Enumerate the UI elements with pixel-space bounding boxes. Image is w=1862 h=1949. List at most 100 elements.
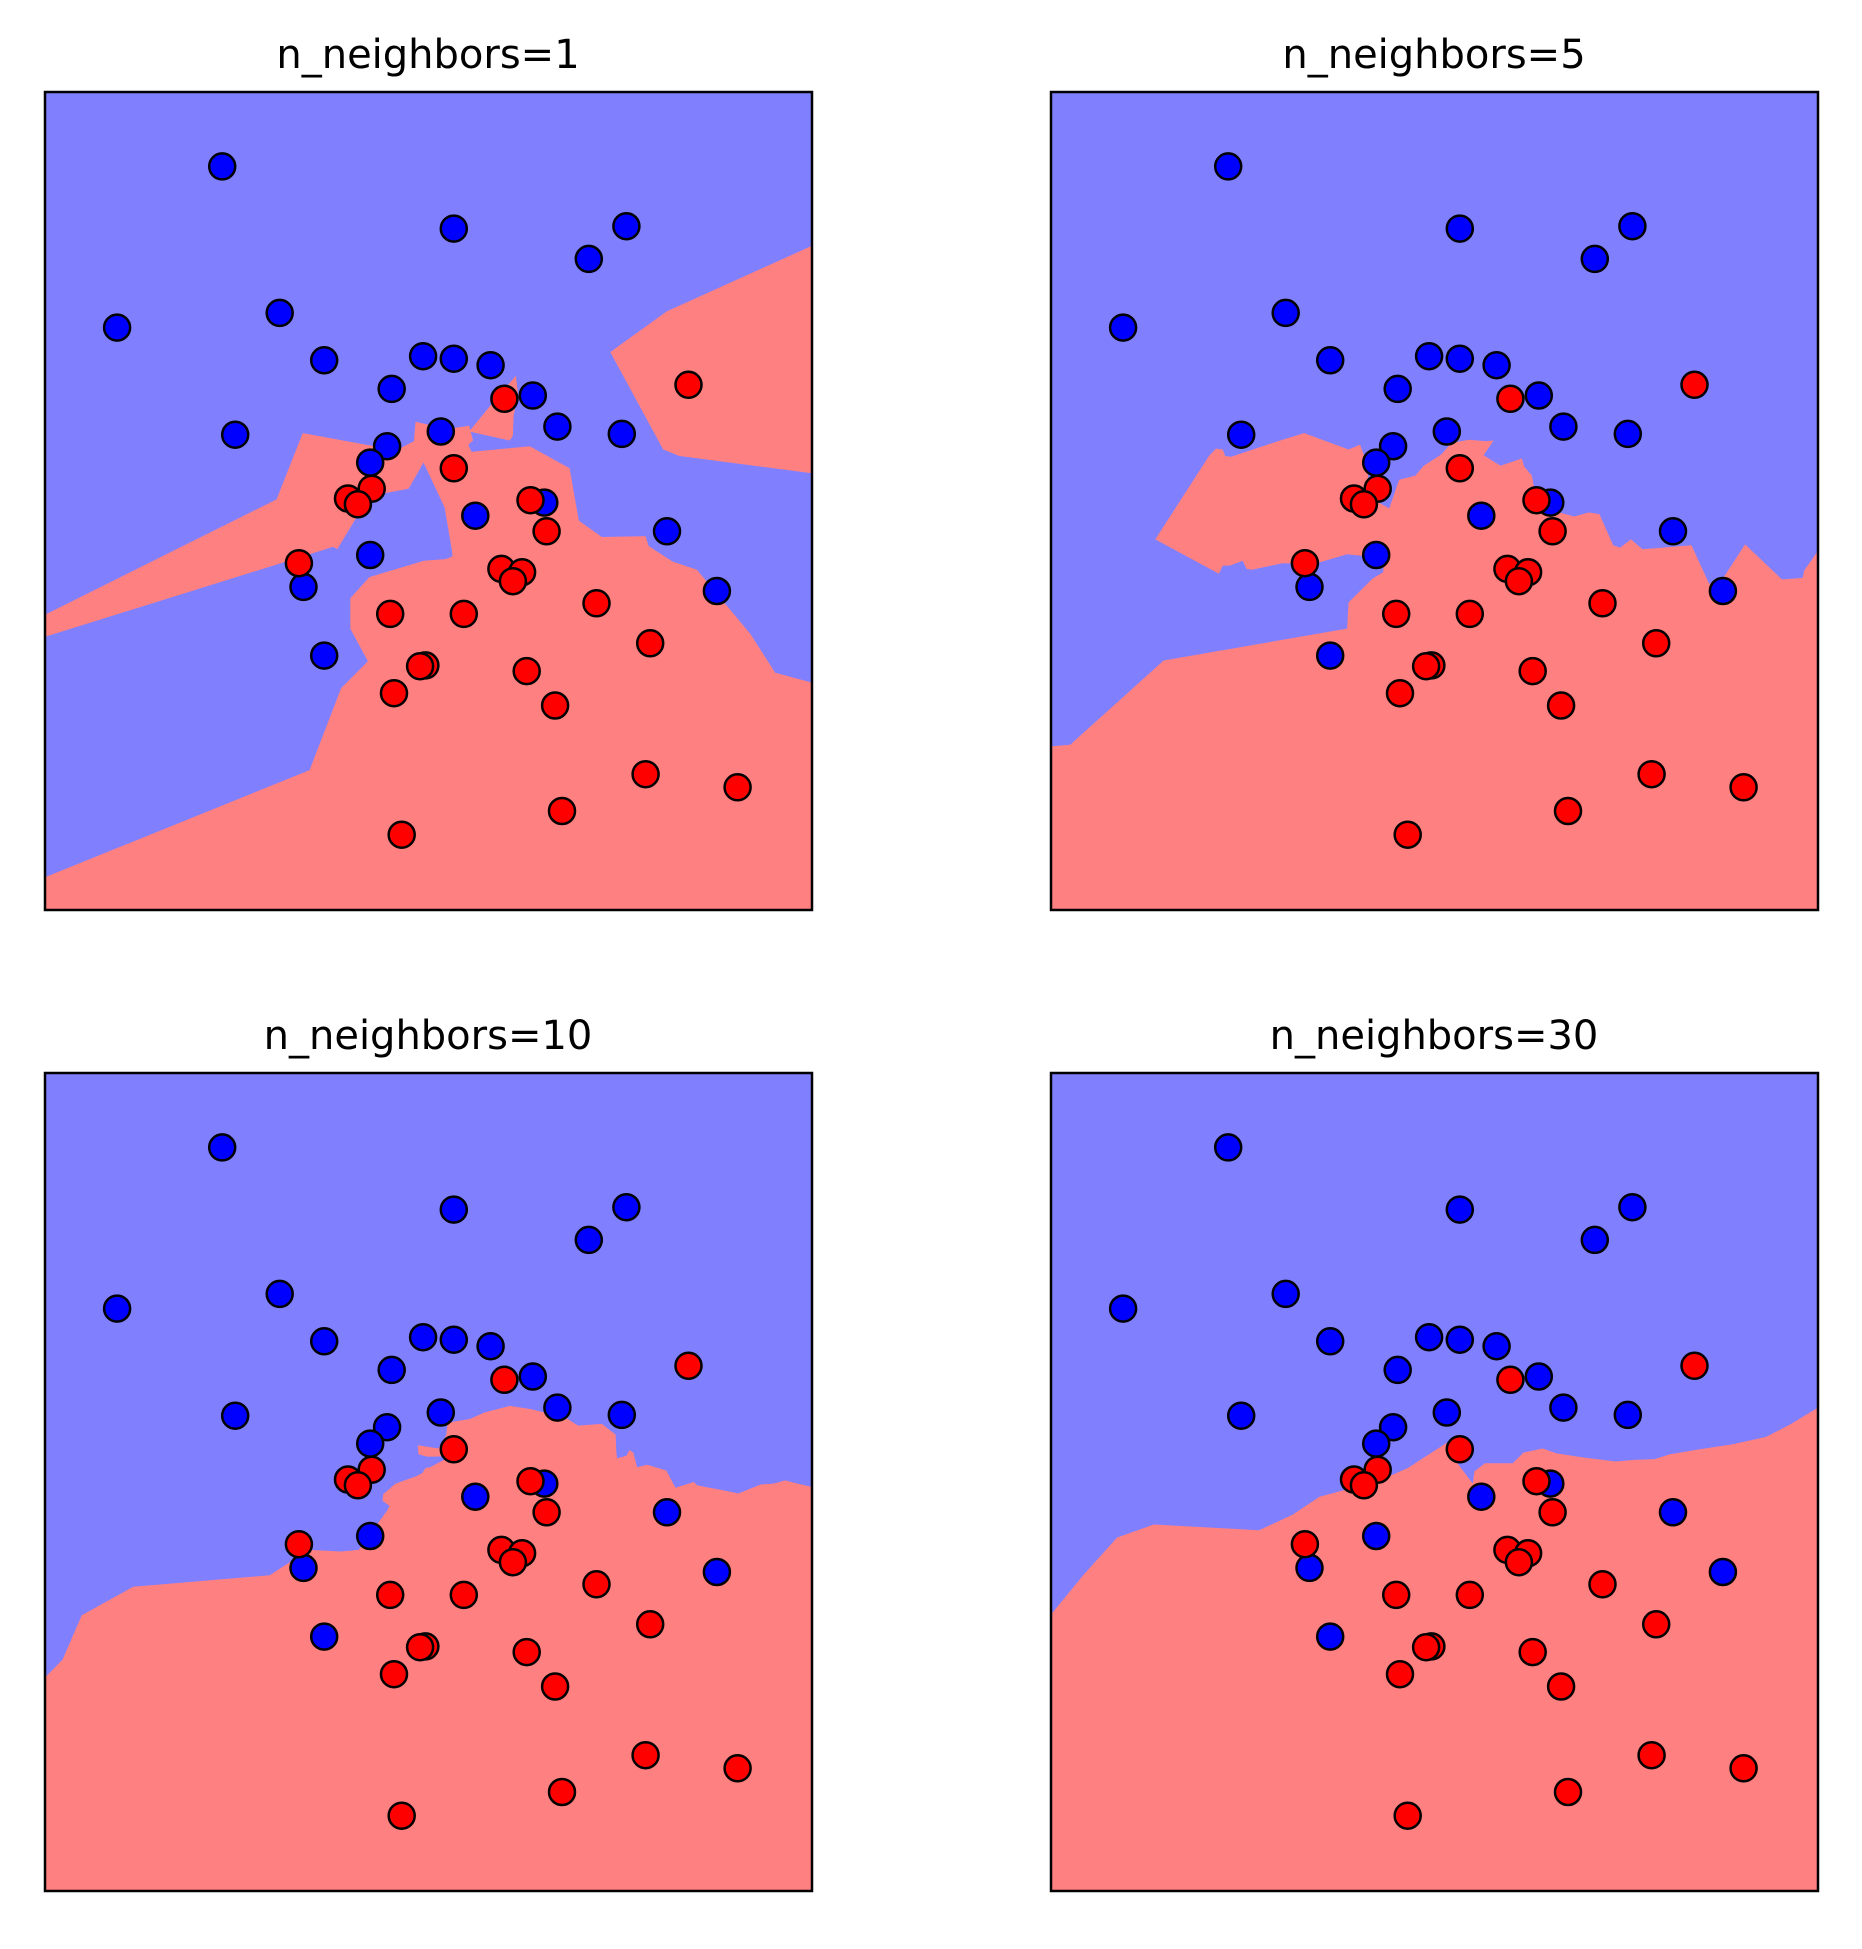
data-point-class-0: [1658, 517, 1688, 546]
data-point-class-1: [674, 1351, 703, 1381]
data-point-class-1: [547, 1777, 577, 1807]
data-point-class-0: [1271, 298, 1300, 328]
data-point-class-0: [408, 1322, 438, 1352]
data-point-class-0: [1445, 1325, 1475, 1354]
data-point-class-0: [1445, 214, 1475, 243]
data-point-class-0: [543, 1393, 572, 1422]
data-point-class-0: [1613, 1400, 1643, 1430]
data-point-class-0: [309, 1327, 339, 1356]
data-point-class-1: [1411, 651, 1441, 681]
data-point-class-0: [102, 1294, 132, 1323]
subplot-n-neighbors-10: n_neighbors=10: [43, 1013, 814, 1893]
data-point-class-0: [1226, 420, 1256, 449]
data-point-class-1: [1290, 1529, 1320, 1559]
data-point-class-0: [1108, 313, 1138, 342]
data-point-class-0: [439, 344, 469, 373]
data-point-class-1: [1504, 566, 1534, 596]
data-point-class-1: [439, 454, 469, 483]
data-point-class-1: [379, 678, 409, 708]
axes-frame: [43, 1071, 814, 1893]
data-point-class-1: [1349, 490, 1379, 519]
data-point-class-1: [1553, 1777, 1583, 1807]
data-point-class-0: [439, 1195, 469, 1224]
data-point-class-0: [1708, 1557, 1738, 1587]
data-point-class-0: [1549, 412, 1578, 441]
data-point-class-1: [516, 1466, 545, 1496]
data-point-class-1: [516, 485, 545, 515]
data-point-class-0: [355, 1429, 385, 1458]
data-point-class-1: [540, 1672, 570, 1701]
data-point-class-0: [1315, 346, 1345, 375]
data-point-class-0: [1580, 1225, 1610, 1255]
data-point-class-1: [1588, 589, 1617, 618]
data-point-class-1: [582, 1570, 611, 1599]
data-point-class-0: [702, 1557, 732, 1587]
data-point-class-0: [607, 1400, 637, 1430]
data-point-class-1: [1641, 629, 1671, 658]
data-point-class-1: [635, 1610, 665, 1639]
data-point-class-0: [355, 448, 385, 477]
data-point-class-1: [1553, 796, 1583, 826]
data-point-class-0: [476, 350, 505, 380]
data-point-class-0: [1482, 1331, 1511, 1361]
data-point-class-0: [574, 244, 604, 274]
data-point-class-1: [449, 599, 479, 629]
data-point-class-1: [540, 691, 570, 720]
data-point-class-1: [1381, 599, 1411, 629]
data-point-class-0: [220, 420, 250, 449]
data-point-class-0: [1361, 1521, 1391, 1551]
data-point-class-0: [1467, 1482, 1496, 1511]
data-point-class-1: [1381, 1580, 1411, 1610]
data-point-class-0: [1432, 417, 1462, 446]
data-point-class-1: [1680, 370, 1709, 400]
data-point-class-0: [612, 211, 641, 241]
data-point-class-1: [343, 490, 373, 519]
data-point-class-1: [1680, 1351, 1709, 1381]
data-point-class-1: [387, 1801, 416, 1830]
axes-frame: [1049, 1071, 1820, 1893]
data-point-class-0: [1482, 350, 1511, 380]
data-point-class-1: [375, 1580, 405, 1610]
data-point-class-1: [723, 1754, 752, 1783]
data-point-class-1: [375, 599, 405, 629]
data-point-class-0: [518, 381, 548, 410]
subplot-title: n_neighbors=30: [1270, 1013, 1599, 1059]
subplot-title: n_neighbors=10: [264, 1013, 593, 1059]
data-point-class-1: [1496, 1365, 1525, 1395]
axes-frame: [43, 90, 814, 912]
data-point-class-1: [284, 548, 314, 578]
data-point-class-0: [574, 1225, 604, 1255]
data-point-class-1: [674, 370, 703, 400]
data-point-class-1: [1411, 1632, 1441, 1662]
data-point-class-0: [1445, 344, 1475, 373]
data-point-class-0: [1467, 501, 1496, 530]
data-point-class-0: [518, 1362, 548, 1391]
data-point-class-1: [1290, 548, 1320, 578]
data-point-class-0: [309, 641, 339, 670]
data-point-class-0: [1524, 1362, 1554, 1391]
data-point-class-0: [1580, 244, 1610, 274]
data-point-class-0: [607, 419, 637, 449]
data-point-class-1: [1637, 1740, 1666, 1770]
data-point-class-1: [1729, 773, 1758, 802]
data-point-class-1: [1538, 1498, 1567, 1527]
data-point-class-0: [702, 576, 732, 606]
data-point-class-1: [1445, 454, 1475, 483]
data-point-class-1: [1504, 1547, 1534, 1577]
data-point-class-1: [1393, 820, 1422, 849]
data-point-class-1: [1445, 1435, 1475, 1464]
data-point-class-0: [1524, 381, 1554, 410]
data-point-class-0: [1618, 1192, 1647, 1222]
data-point-class-0: [543, 412, 572, 441]
data-point-class-0: [1378, 1412, 1408, 1442]
data-point-class-0: [1383, 374, 1412, 404]
data-point-class-0: [1383, 1355, 1412, 1385]
data-point-class-0: [1549, 1393, 1578, 1422]
data-point-class-1: [498, 1547, 528, 1577]
data-point-class-0: [372, 431, 402, 461]
data-point-class-1: [631, 1740, 660, 1770]
data-point-class-1: [1349, 1471, 1379, 1500]
data-point-class-0: [1361, 540, 1391, 570]
data-point-class-1: [284, 1529, 314, 1559]
